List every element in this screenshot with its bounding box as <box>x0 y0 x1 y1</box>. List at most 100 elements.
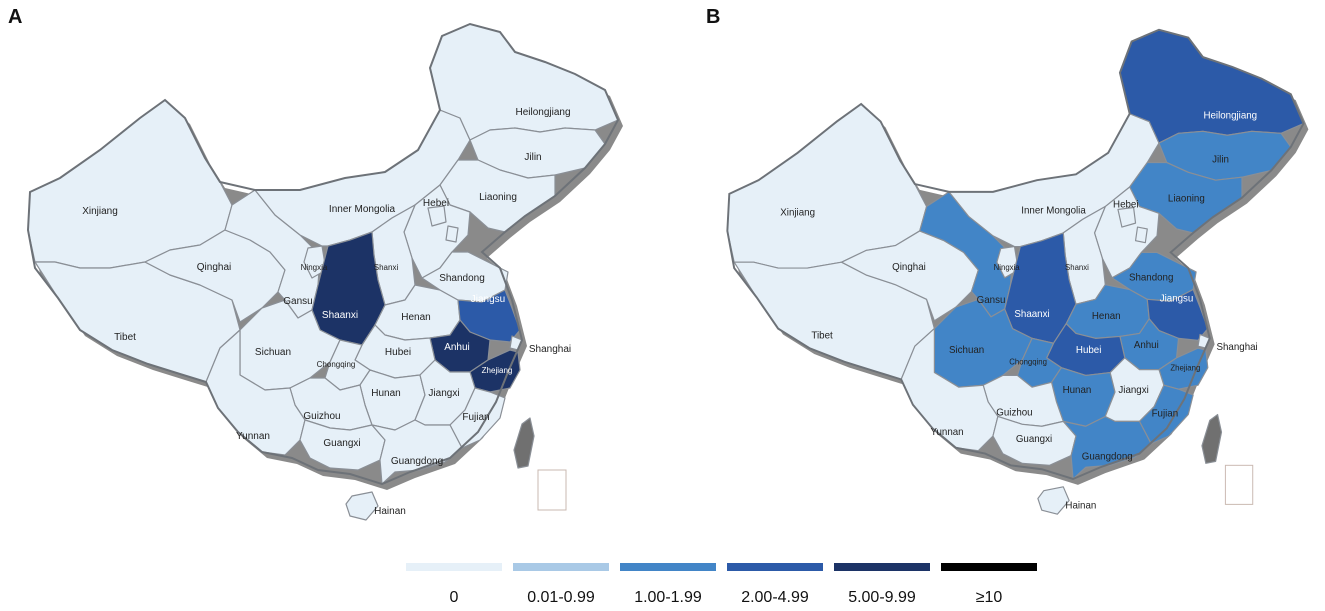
panel-letter-b: B <box>706 6 721 28</box>
legend-item: 5.00-9.99 <box>834 563 930 606</box>
china-map-panel-a: Xinjiang Tibet Qinghai Gansu Ningxia Inner Mo… <box>26 22 623 521</box>
province-label-qinghai: Qinghai <box>197 262 231 273</box>
legend-item: 2.00-4.99 <box>727 563 823 606</box>
province-label-ningxia: Ningxia <box>994 263 1021 272</box>
province-taiwan <box>513 417 535 469</box>
south-china-sea-inset <box>537 469 567 511</box>
province-hainan <box>345 491 379 521</box>
province-label-henan: Henan <box>1092 311 1121 322</box>
province-label-jilin: Jilin <box>1212 155 1229 166</box>
province-tianjin <box>1134 226 1148 244</box>
province-label-inner-mongolia: Inner Mongolia <box>329 204 396 215</box>
province-label-zhejiang: Zhejiang <box>1170 364 1200 373</box>
map-border <box>26 22 620 486</box>
province-label-sichuan: Sichuan <box>255 347 291 358</box>
province-label-gansu: Gansu <box>283 296 312 307</box>
legend-swatch <box>513 563 609 571</box>
province-label-shanxi: Shanxi <box>1065 263 1089 272</box>
province-label-henan: Henan <box>401 312 430 323</box>
province-label-heilongjiang: Heilongjiang <box>1203 111 1257 122</box>
legend-swatch <box>727 563 823 571</box>
legend-swatch <box>941 563 1037 571</box>
province-label-guangxi: Guangxi <box>323 438 360 449</box>
map-border <box>726 28 1305 481</box>
province-label-hainan: Hainan <box>374 506 406 517</box>
province-label-xinjiang: Xinjiang <box>82 206 118 217</box>
legend-label: 5.00-9.99 <box>848 589 916 606</box>
province-label-zhejiang: Zhejiang <box>482 366 513 375</box>
province-label-hubei: Hubei <box>385 347 411 358</box>
province-label-gansu: Gansu <box>977 295 1006 306</box>
province-label-sichuan: Sichuan <box>949 345 984 356</box>
province-label-fujian: Fujian <box>1152 408 1179 419</box>
province-guangdong <box>371 419 463 485</box>
legend-item: 0.01-0.99 <box>513 563 609 606</box>
province-shandong <box>421 251 509 303</box>
province-taiwan <box>1201 413 1223 464</box>
province-tianjin <box>445 225 459 243</box>
province-fujian <box>449 387 506 449</box>
province-label-yunnan: Yunnan <box>931 427 964 438</box>
legend-swatch <box>834 563 930 571</box>
province-label-guizhou: Guizhou <box>303 411 340 422</box>
province-guangdong <box>1062 415 1152 480</box>
province-label-liaoning: Liaoning <box>1168 194 1205 205</box>
province-label-jiangsu: Jiangsu <box>471 294 505 305</box>
province-ningxia <box>996 245 1019 279</box>
legend-label: 0.01-0.99 <box>527 589 595 606</box>
province-label-guangxi: Guangxi <box>1016 434 1052 445</box>
province-label-inner-mongolia: Inner Mongolia <box>1021 205 1086 216</box>
province-label-shanghai: Shanghai <box>1217 342 1258 353</box>
legend-item: ≥10 <box>941 563 1037 606</box>
legend: 0 0.01-0.99 1.00-1.99 2.00-4.99 5.00-9.9… <box>406 563 1037 611</box>
province-label-tibet: Tibet <box>811 330 833 341</box>
province-label-shandong: Shandong <box>1129 273 1173 284</box>
province-label-shanxi: Shanxi <box>374 263 399 272</box>
province-hainan <box>1037 486 1070 515</box>
province-label-chongqing: Chongqing <box>1009 358 1047 367</box>
province-label-yunnan: Yunnan <box>236 431 270 442</box>
province-label-fujian: Fujian <box>462 412 489 423</box>
legend-swatch <box>406 563 502 571</box>
province-label-hubei: Hubei <box>1076 345 1101 356</box>
province-label-qinghai: Qinghai <box>892 262 926 273</box>
legend-swatch <box>620 563 716 571</box>
province-label-shanghai: Shanghai <box>529 344 571 355</box>
province-label-guangdong: Guangdong <box>1082 451 1133 462</box>
province-label-chongqing: Chongqing <box>317 360 356 369</box>
province-fujian <box>1138 384 1194 445</box>
province-shandong <box>1111 251 1197 302</box>
legend-label: 1.00-1.99 <box>634 589 702 606</box>
province-label-anhui: Anhui <box>1134 340 1159 351</box>
province-label-jiangxi: Jiangxi <box>428 388 459 399</box>
province-label-tibet: Tibet <box>114 332 136 343</box>
province-label-hebei: Hebei <box>1113 200 1138 211</box>
legend-label: ≥10 <box>975 589 1003 606</box>
province-beijing <box>427 205 447 227</box>
province-label-xinjiang: Xinjiang <box>780 207 815 218</box>
legend-label: 2.00-4.99 <box>741 589 809 606</box>
province-label-jilin: Jilin <box>524 152 541 163</box>
province-label-shaanxi: Shaanxi <box>1014 309 1049 320</box>
province-label-jiangsu: Jiangsu <box>1160 293 1194 304</box>
province-label-heilongjiang: Heilongjiang <box>515 107 570 118</box>
province-label-hunan: Hunan <box>371 388 400 399</box>
province-label-hainan: Hainan <box>1065 500 1096 511</box>
province-label-guangdong: Guangdong <box>391 456 443 467</box>
province-beijing <box>1117 206 1137 228</box>
province-label-shaanxi: Shaanxi <box>322 310 358 321</box>
province-label-hunan: Hunan <box>1063 385 1092 396</box>
panel-letter-a: A <box>8 6 23 28</box>
province-ningxia <box>303 245 327 279</box>
south-china-sea-inset <box>1224 464 1254 505</box>
legend-item: 1.00-1.99 <box>620 563 716 606</box>
china-map-panel-b: Xinjiang Tibet Qinghai Gansu Ningxia Inner Mo… <box>726 28 1309 515</box>
province-label-guizhou: Guizhou <box>996 408 1032 419</box>
legend-label: 0 <box>449 589 459 606</box>
province-label-ningxia: Ningxia <box>301 263 328 272</box>
province-label-shandong: Shandong <box>439 273 485 284</box>
province-label-liaoning: Liaoning <box>479 192 517 203</box>
province-label-anhui: Anhui <box>444 342 470 353</box>
legend-item: 0 <box>406 563 502 606</box>
province-label-jiangxi: Jiangxi <box>1118 385 1148 396</box>
